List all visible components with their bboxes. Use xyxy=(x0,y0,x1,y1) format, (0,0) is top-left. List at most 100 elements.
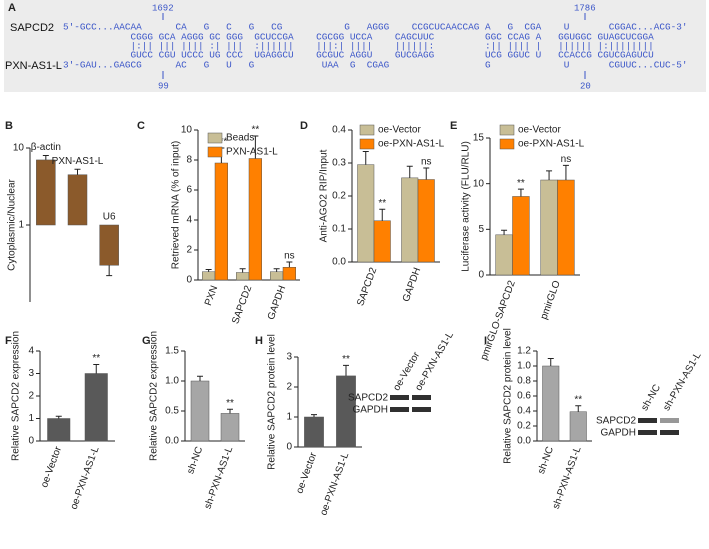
y-tick-label: 2 xyxy=(286,382,292,393)
y-tick-label: 1.5 xyxy=(165,346,179,357)
category-label: oe-Vector xyxy=(39,445,64,490)
category-label: β-actin xyxy=(31,142,61,153)
error-bar xyxy=(501,229,508,235)
y-tick-label: 10 xyxy=(13,143,25,154)
bar xyxy=(542,365,560,442)
y-axis-label: Retrieved mRNA (% of input) xyxy=(171,141,182,269)
error-bar xyxy=(311,414,317,417)
category-label: sh-PXN-AS1-L xyxy=(203,445,236,511)
significance-label: ns xyxy=(421,157,432,168)
legend-label: oe-Vector xyxy=(518,125,561,136)
legend-label: oe-Vector xyxy=(378,125,421,136)
error-bar xyxy=(575,405,582,412)
position-label: 1786 xyxy=(574,3,596,13)
blot-band xyxy=(390,407,409,412)
position-label: 1692 xyxy=(152,3,174,13)
error-bar xyxy=(197,375,203,381)
category-label: SAPCD2 xyxy=(230,284,254,326)
error-bar xyxy=(362,150,369,165)
y-tick-label: 0 xyxy=(186,275,192,286)
bar xyxy=(569,411,587,442)
band-label: GAPDH xyxy=(352,405,388,416)
bar xyxy=(84,373,108,442)
sequence-line: 3'-GAU...GAGCG AC G U G UAA G CGAG G U C… xyxy=(63,59,687,70)
blot-band xyxy=(638,418,657,423)
error-bar xyxy=(106,265,113,277)
y-tick-label: 6 xyxy=(186,185,192,196)
bar xyxy=(67,174,88,226)
bar xyxy=(202,271,216,281)
panel-letter: A xyxy=(8,2,16,14)
category-label: sh-NC xyxy=(185,445,205,475)
y-tick-label: 4 xyxy=(186,215,192,226)
y-axis-label: Anti-AGO2 RIP/Input xyxy=(319,149,330,242)
significance-label: ns xyxy=(284,251,295,262)
significance-label: ** xyxy=(378,198,386,209)
bar xyxy=(214,162,228,281)
y-tick-label: 0.2 xyxy=(332,191,346,202)
position-label: 20 xyxy=(580,81,591,91)
y-tick-label: 0.2 xyxy=(517,421,531,432)
category-label: sh-PXN-AS1-L xyxy=(551,445,584,511)
legend-swatch xyxy=(359,138,375,150)
legend-label: oe-PXN-AS1-L xyxy=(378,139,445,150)
category-label: SAPCD2 xyxy=(355,266,379,308)
y-tick-label: 0.6 xyxy=(517,391,531,402)
category-label: oe-Vector xyxy=(294,451,319,496)
significance-label: ns xyxy=(561,154,572,165)
y-axis-label: Relative SAPCD2 expression xyxy=(149,331,160,461)
bar xyxy=(557,179,575,276)
bar xyxy=(190,380,210,442)
y-tick-label: 1.2 xyxy=(517,346,531,357)
y-tick-label: 0.4 xyxy=(332,125,346,136)
error-bar xyxy=(286,261,293,268)
category-label: PXN xyxy=(203,284,220,307)
blot-band xyxy=(412,395,431,400)
y-tick-label: 1 xyxy=(286,412,292,423)
blot-band xyxy=(638,430,657,435)
legend-swatch xyxy=(207,132,223,144)
error-bar xyxy=(343,364,349,376)
lane-label: sh-NC xyxy=(639,383,663,413)
bar xyxy=(417,179,435,263)
legend-swatch xyxy=(499,138,515,150)
sequence-line: 5'-GCC...AACAA CA G C G CG G AGGG CCGCUC… xyxy=(63,21,687,32)
bar xyxy=(99,224,119,266)
sequence-line: CGGG GCA AGGG GC GGG GCUCCGA CGCGG UCCA … xyxy=(63,31,654,42)
panel-letter: H xyxy=(255,335,263,347)
error-bar xyxy=(93,364,100,374)
y-tick-label: 0.8 xyxy=(517,376,531,387)
significance-label: ** xyxy=(92,353,100,364)
blot-band xyxy=(660,430,679,435)
category-label: GAPDH xyxy=(401,266,423,303)
y-tick-label: 0.0 xyxy=(517,436,531,447)
bar xyxy=(373,220,391,263)
blot-band xyxy=(412,407,431,412)
y-axis-label: Relative SAPCD2 protein level xyxy=(503,328,514,464)
category-label: sh-NC xyxy=(536,445,556,475)
bar xyxy=(270,271,284,281)
bar xyxy=(36,159,56,226)
band-label: SAPCD2 xyxy=(596,416,636,427)
y-tick-label: 1.0 xyxy=(165,376,179,387)
significance-label: ** xyxy=(342,354,350,365)
error-bar xyxy=(227,408,233,414)
error-bar xyxy=(55,415,62,419)
category-label: PXN-AS1-L xyxy=(52,156,104,167)
y-tick-label: 0.0 xyxy=(165,436,179,447)
y-tick-label: 1.0 xyxy=(517,361,531,372)
bar xyxy=(220,413,240,442)
error-bar xyxy=(379,208,386,221)
bar xyxy=(282,267,296,281)
bar xyxy=(357,164,375,263)
y-tick-label: 0.1 xyxy=(332,224,346,235)
y-tick-label: 8 xyxy=(186,155,192,166)
panel-letter: D xyxy=(300,120,308,132)
category-label: oe-PXN-AS1-L xyxy=(69,445,102,511)
significance-label: ** xyxy=(251,125,259,136)
sequence-name: PXN-AS1-L xyxy=(5,60,62,72)
significance-label: ** xyxy=(574,394,582,405)
y-tick-label: 0.4 xyxy=(517,406,531,417)
y-tick-label: 10 xyxy=(473,178,485,189)
